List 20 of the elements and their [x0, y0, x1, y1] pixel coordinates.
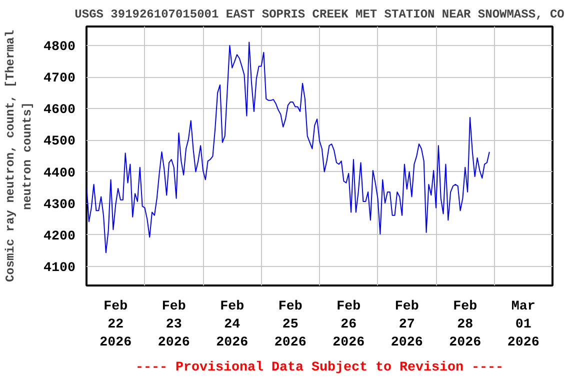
x-tick-label: Feb 26 2026: [332, 300, 365, 350]
x-tick-label: Feb 23 2026: [158, 300, 190, 350]
y-tick-label: 4800: [44, 40, 76, 55]
text: ---- Provisional Data Subject to Revision ----: [136, 360, 504, 376]
x-tick-label: Mar 01 2026: [507, 300, 540, 350]
x-tick-label: Feb 28 2026: [449, 300, 482, 350]
x-tick-label: Feb 27 2026: [390, 300, 423, 350]
y-tick-label: 4200: [44, 229, 76, 244]
y-tick-label: 4600: [44, 103, 76, 118]
chart-title: USGS 391926107015001 EAST SOPRIS CREEK MET STATION NEAR SNOWMASS, CO: [74, 8, 564, 22]
y-tick-label: 4700: [44, 72, 76, 87]
x-tick-label: Feb 24 2026: [216, 300, 248, 350]
x-tick-label: Feb 25 2026: [274, 300, 306, 350]
y-tick-label: 4300: [44, 198, 76, 213]
line-series: [86, 42, 490, 254]
x-tick-label: Feb 22 2026: [100, 300, 132, 350]
y-tick-label: 4500: [44, 134, 76, 150]
y-tick-label: 4100: [44, 261, 76, 276]
y-axis-title: Cosmic ray neutron, count, [Thermal neutron counts]: [4, 30, 35, 282]
y-tick-label: 4400: [44, 166, 76, 182]
